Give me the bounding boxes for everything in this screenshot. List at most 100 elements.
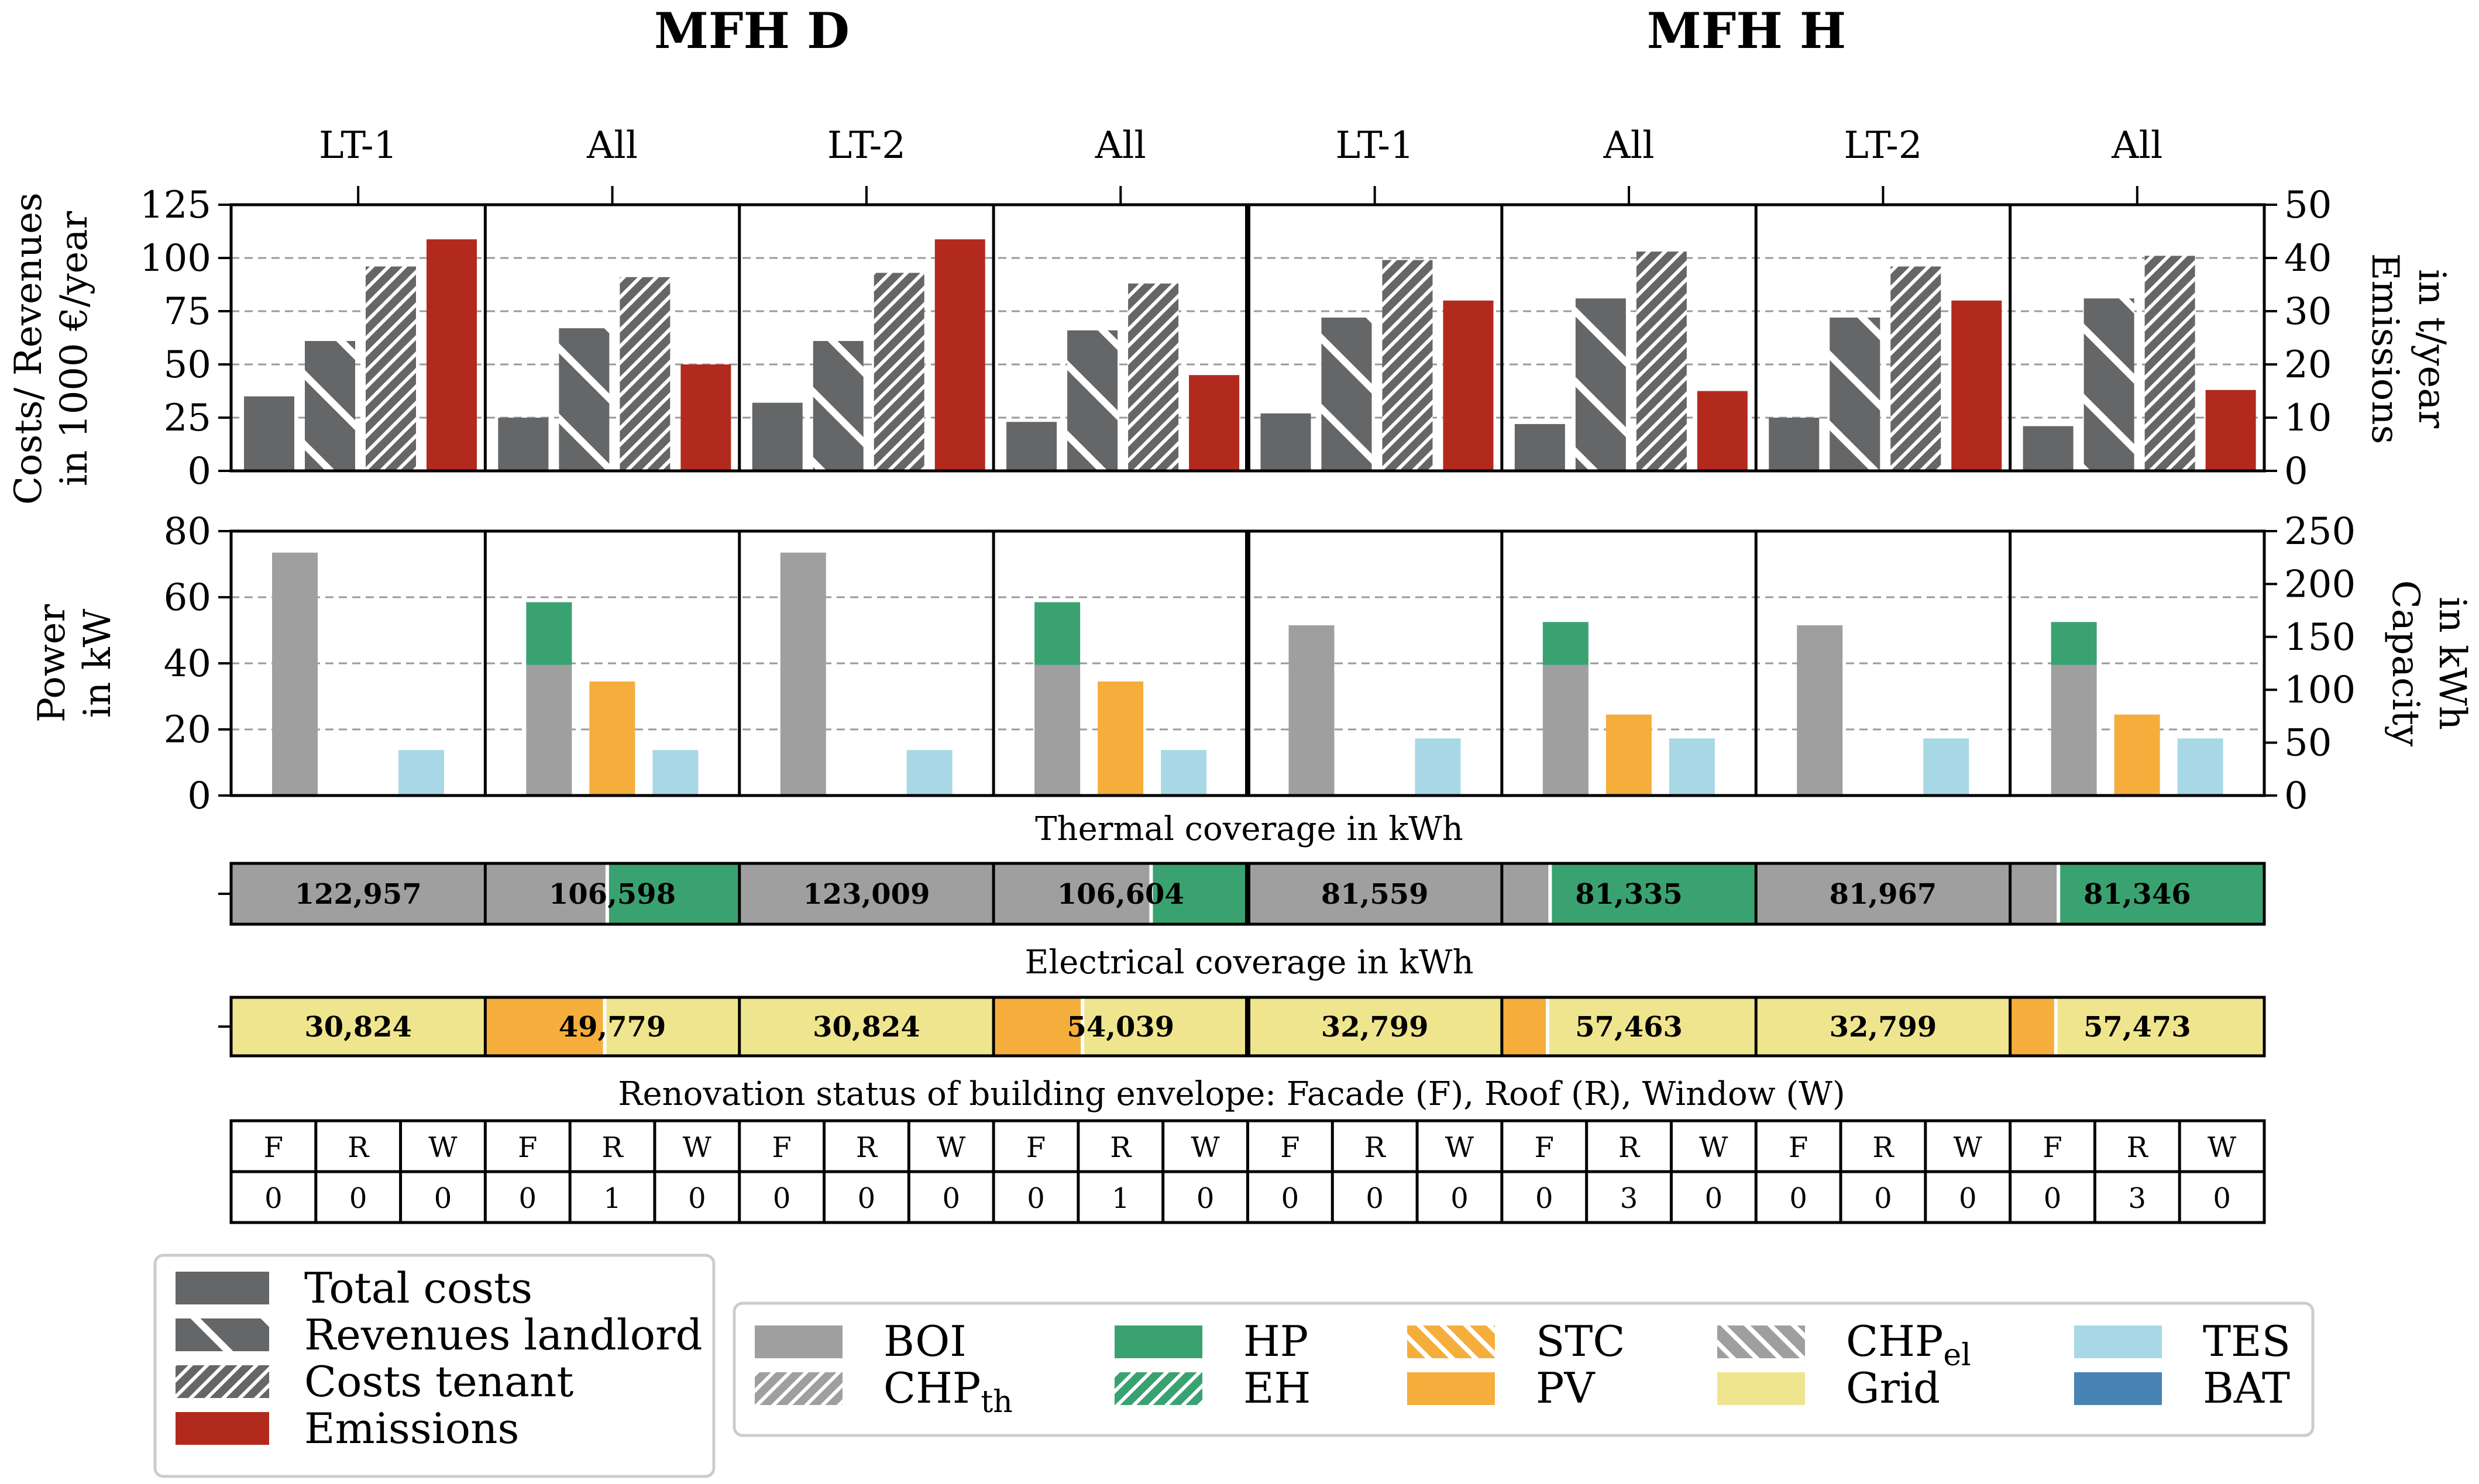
bar-boi-2 — [526, 664, 572, 796]
bar-emissions-4 — [1189, 375, 1240, 471]
legend-label-chp-th-main: CHP — [883, 1364, 981, 1413]
bar-total-costs-5 — [1260, 413, 1311, 471]
bar-boi-4 — [1034, 664, 1081, 796]
bar-total-costs-7 — [1769, 418, 1820, 471]
legend-swatch-grid — [1717, 1372, 1805, 1405]
bar-boi-5 — [1288, 625, 1335, 796]
renovation-value-6-r: 3 — [1620, 1182, 1638, 1215]
renovation-value-2-f: 0 — [518, 1182, 537, 1215]
renovation-value-3-f: 0 — [773, 1182, 791, 1215]
renovation-header-7-f: F — [1789, 1131, 1808, 1164]
legend-swatch-stc — [1407, 1325, 1495, 1358]
bar-hp-2 — [526, 602, 572, 665]
electrical-base-7 — [1756, 997, 2010, 1056]
bar-revenues-landlord-6 — [1575, 298, 1626, 471]
electrical-value-7: 32,799 — [1830, 1011, 1937, 1044]
legend-label-chp-el-sub: el — [1943, 1338, 1971, 1373]
power-ytick-label-3: 60 — [164, 576, 211, 619]
costs-y2tick-label-0: 0 — [2284, 450, 2308, 493]
title-mfh-d: MFH D — [654, 2, 850, 60]
bar-tes-4 — [1161, 750, 1207, 796]
renovation-header-8-w: W — [2208, 1131, 2237, 1164]
renovation-value-7-r: 0 — [1874, 1182, 1892, 1215]
legend-label-pv: PV — [1536, 1364, 1596, 1413]
costs-ytick-label-3: 75 — [164, 290, 211, 333]
power-ytick-label-0: 0 — [187, 774, 211, 818]
legend-label-chp-el-main: CHP — [1846, 1317, 1943, 1366]
bar-total-costs-4 — [1006, 422, 1057, 471]
electrical-value-8: 57,473 — [2083, 1011, 2191, 1044]
power-y2tick-label-5: 250 — [2284, 510, 2356, 553]
renovation-header-1-r: R — [348, 1131, 370, 1164]
legend-swatch-bat — [2074, 1372, 2162, 1405]
bar-costs-tenant-8 — [2144, 256, 2195, 471]
renovation-header-4-f: F — [1026, 1131, 1046, 1164]
legend-label-tes: TES — [2203, 1317, 2291, 1366]
panel-label-6: All — [1603, 124, 1654, 167]
electrical-share-6 — [1501, 997, 1548, 1056]
legend-label-bat: BAT — [2203, 1364, 2290, 1413]
renovation-value-8-r: 3 — [2129, 1182, 2147, 1215]
renovation-value-3-r: 0 — [858, 1182, 876, 1215]
costs-ylabel-1: Costs/ Revenues — [7, 192, 50, 505]
renovation-header-3-r: R — [856, 1131, 878, 1164]
electrical-value-2: 49,779 — [559, 1011, 666, 1044]
panel-label-7: LT-2 — [1844, 124, 1922, 167]
renovation-value-4-r: 1 — [1112, 1182, 1130, 1215]
thermal-value-2: 106,598 — [549, 878, 676, 911]
renovation-header-7-r: R — [1872, 1131, 1895, 1164]
legend-swatch-revenues-landlord — [176, 1318, 269, 1351]
thermal-value-7: 81,967 — [1830, 878, 1937, 911]
electrical-value-5: 32,799 — [1321, 1011, 1429, 1044]
bar-hp-6 — [1542, 622, 1589, 665]
bar-revenues-landlord-4 — [1067, 330, 1118, 471]
bar-revenues-landlord-1 — [305, 340, 355, 471]
power-y2label-2: in kWh — [2430, 597, 2474, 730]
legend-label-chp-th: CHPth — [883, 1364, 1013, 1420]
legend-label-stc: STC — [1536, 1317, 1625, 1366]
renovation-value-6-w: 0 — [1705, 1182, 1723, 1215]
electrical-value-3: 30,824 — [813, 1011, 920, 1044]
bar-costs-tenant-1 — [366, 266, 416, 471]
bar-total-costs-6 — [1514, 423, 1565, 471]
bar-hp-8 — [2051, 622, 2097, 665]
legend-left: Total costs Revenues landlord Costs tena… — [153, 1254, 716, 1478]
bar-emissions-3 — [934, 239, 985, 471]
bar-tes-7 — [1923, 738, 1969, 796]
costs-y2label-1: Emissions — [2363, 253, 2406, 445]
bar-revenues-landlord-2 — [559, 328, 610, 471]
renovation-value-6-f: 0 — [1535, 1182, 1553, 1215]
electrical-share-4 — [993, 997, 1083, 1056]
renovation-value-5-f: 0 — [1281, 1182, 1299, 1215]
renovation-value-8-f: 0 — [2044, 1182, 2062, 1215]
renovation-value-8-w: 0 — [2213, 1182, 2231, 1215]
renovation-value-7-f: 0 — [1789, 1182, 1807, 1215]
power-y2tick-label-3: 150 — [2284, 616, 2356, 659]
legend-label-costs-tenant: Costs tenant — [304, 1357, 573, 1406]
renovation-header-8-f: F — [2043, 1131, 2062, 1164]
bar-pv-6 — [1605, 714, 1652, 796]
bar-pv-8 — [2114, 714, 2160, 796]
bar-costs-tenant-5 — [1382, 260, 1433, 471]
renovation-value-2-r: 1 — [603, 1182, 621, 1215]
panel-label-1: LT-1 — [319, 124, 397, 167]
power-y2tick-label-4: 200 — [2284, 563, 2356, 606]
power-y2tick-label-2: 100 — [2284, 669, 2356, 712]
bar-tes-8 — [2177, 738, 2223, 796]
bar-emissions-2 — [680, 364, 731, 471]
renovation-header-5-r: R — [1364, 1131, 1387, 1164]
thermal-value-8: 81,346 — [2083, 878, 2191, 911]
bar-tes-3 — [906, 750, 953, 796]
thermal-base-3 — [739, 863, 994, 924]
panel-label-2: All — [586, 124, 638, 167]
bar-tes-6 — [1669, 738, 1715, 796]
electrical-value-1: 30,824 — [304, 1011, 412, 1044]
renovation-header-3-f: F — [772, 1131, 791, 1164]
power-ytick-label-1: 20 — [164, 708, 211, 752]
panel-label-8: All — [2111, 124, 2162, 167]
renovation-value-3-w: 0 — [942, 1182, 960, 1215]
title-mfh-h: MFH H — [1647, 2, 1847, 60]
bar-emissions-8 — [2205, 390, 2256, 471]
legend-label-grid: Grid — [1846, 1364, 1940, 1413]
